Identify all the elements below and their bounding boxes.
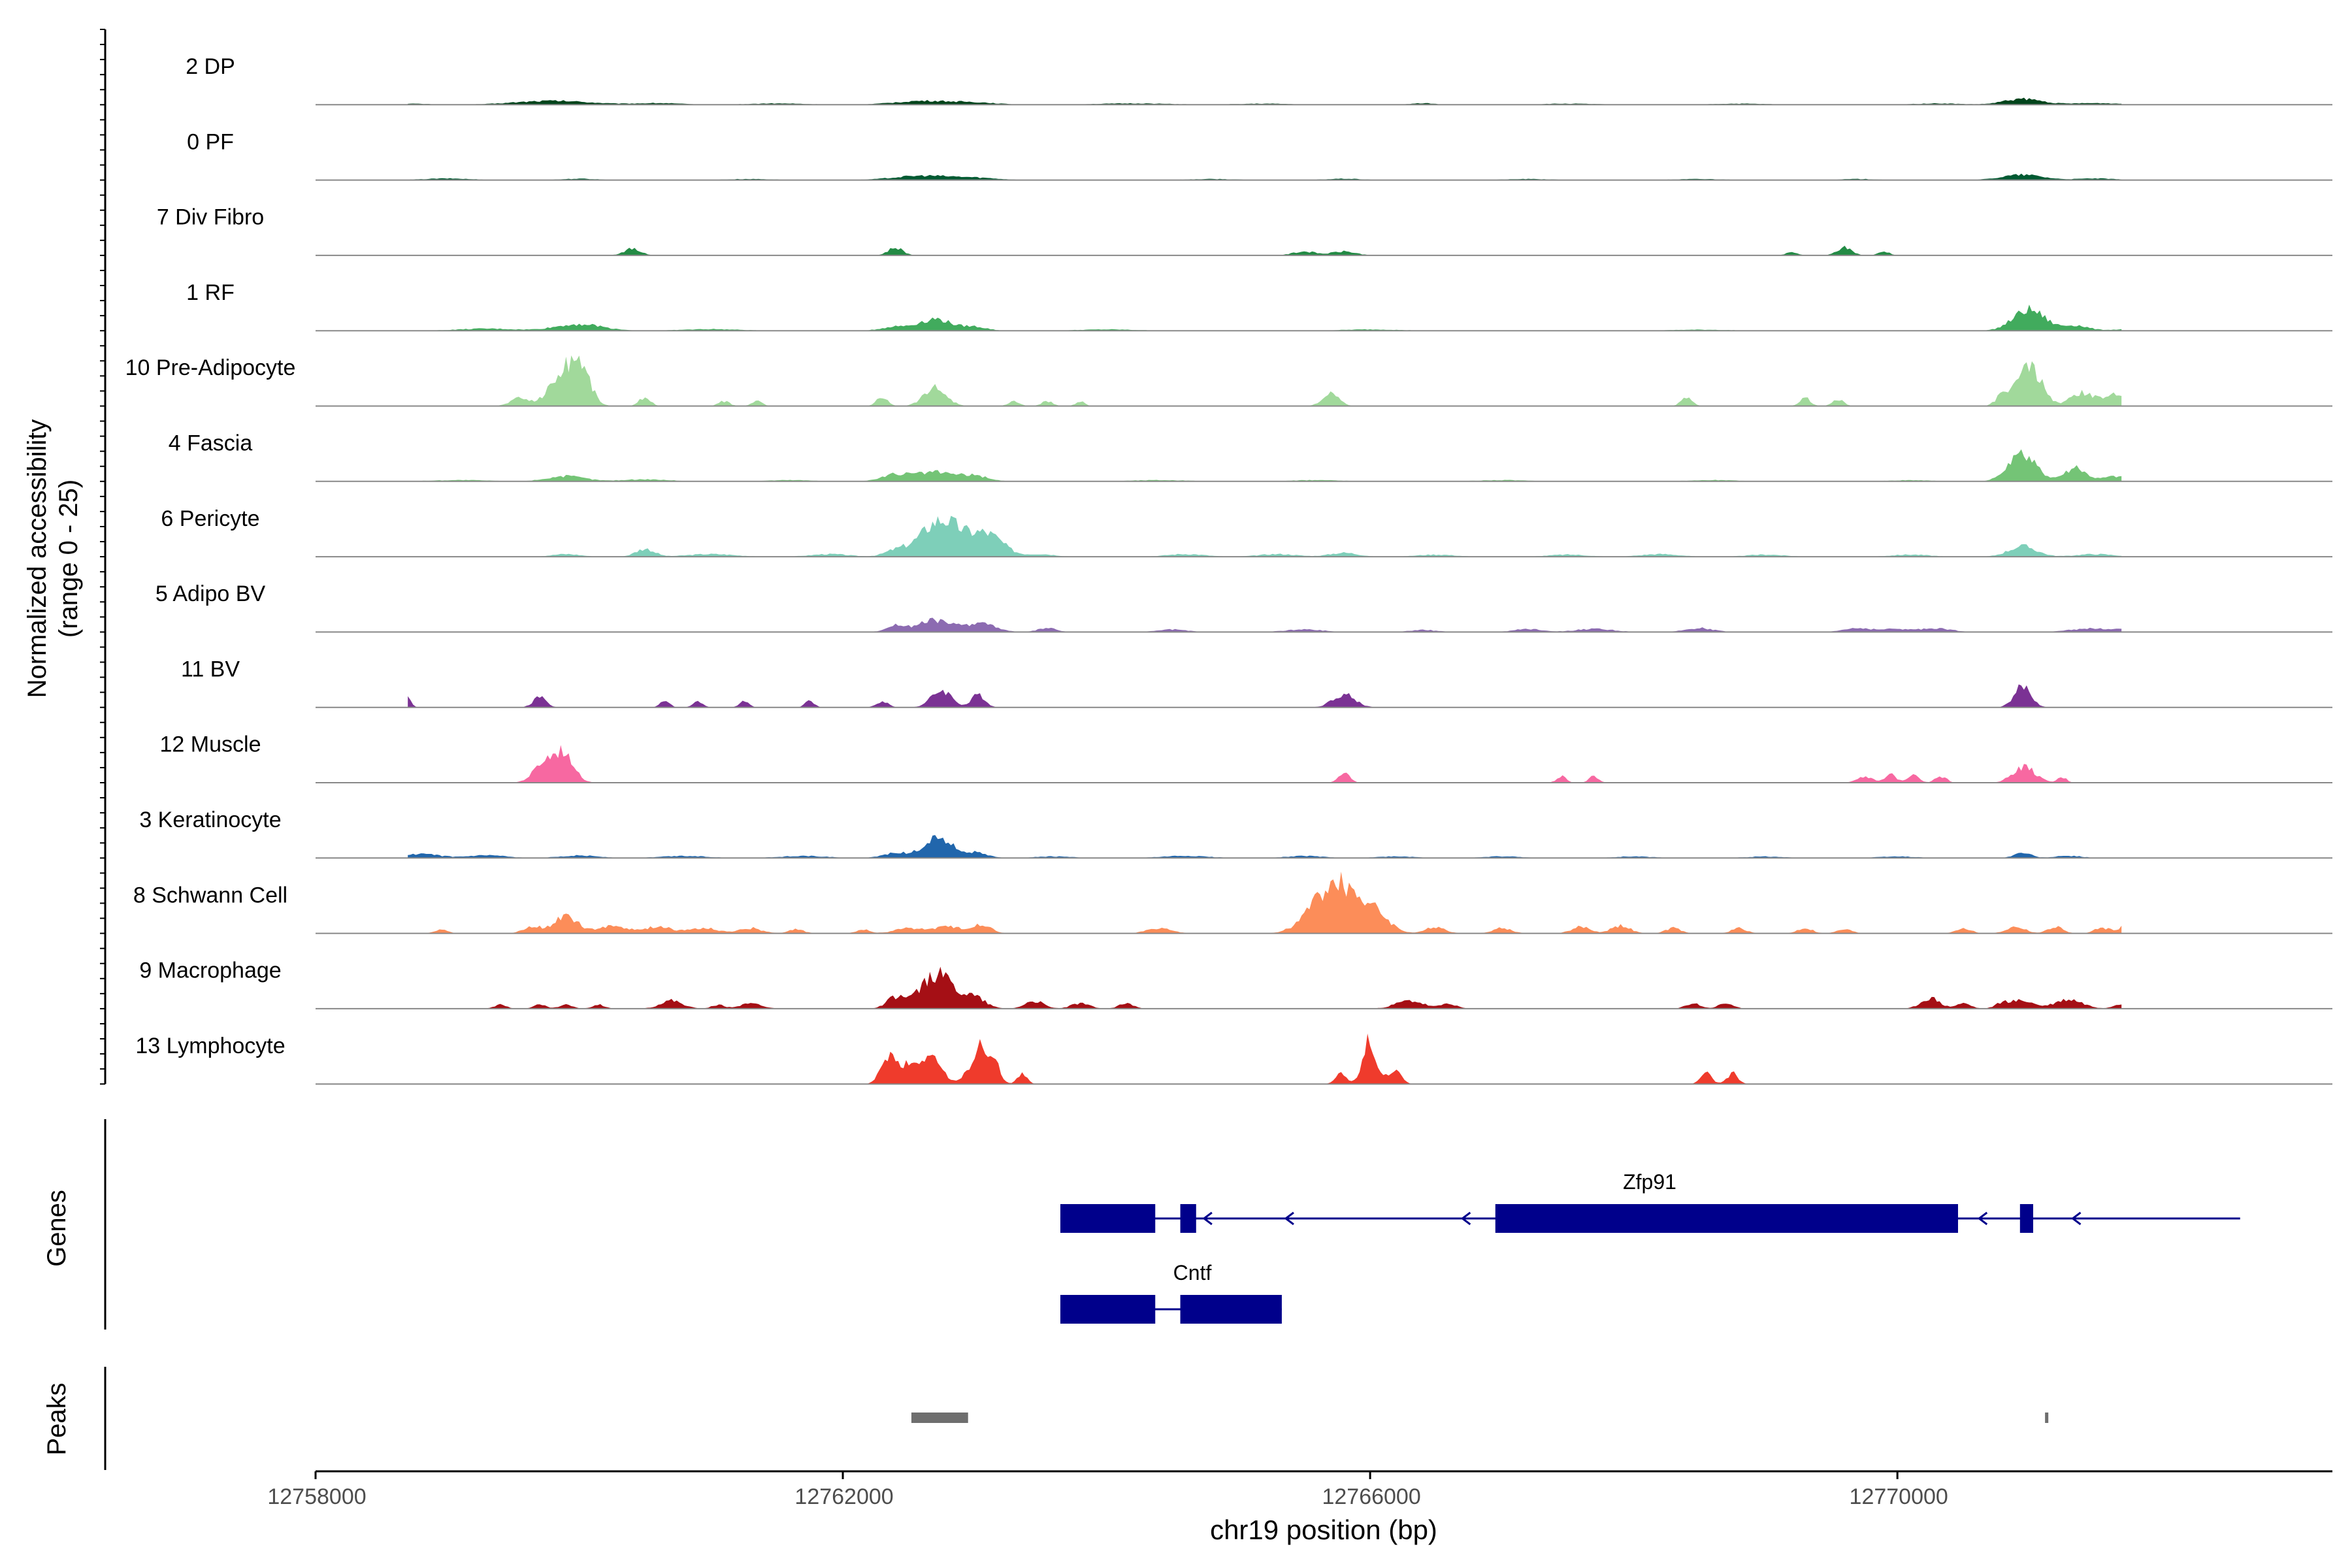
gene-label: Cntf xyxy=(1173,1261,1212,1284)
track-label: 1 RF xyxy=(186,280,235,305)
x-tick-label: 12770000 xyxy=(1850,1484,1948,1509)
track-1: 2 DP xyxy=(186,54,2332,106)
track-7: 6 Pericyte xyxy=(161,506,2332,558)
gene-label: Zfp91 xyxy=(1623,1170,1676,1194)
x-axis: 12758000 12762000 12766000 12770000 xyxy=(267,1470,2332,1509)
coverage-area xyxy=(408,684,2122,708)
track-label: 13 Lymphocyte xyxy=(135,1034,285,1058)
track-2: 0 PF xyxy=(187,129,2332,181)
peaks-axis-title: Peaks xyxy=(42,1382,71,1455)
coverage-area xyxy=(408,966,2122,1009)
track-label: 9 Macrophage xyxy=(139,958,281,983)
track-label: 2 DP xyxy=(186,54,235,79)
gene-exon xyxy=(1180,1204,1196,1233)
y-axis-title-line2: (range 0 - 25) xyxy=(54,480,83,638)
gene-exon xyxy=(1060,1204,1156,1233)
y-axis-title-line1: Normalized accessibility xyxy=(23,419,52,698)
coverage-area xyxy=(408,97,2122,105)
strand-arrow xyxy=(1460,1211,1471,1226)
coverage-area xyxy=(408,1034,2122,1085)
track-label: 11 BV xyxy=(181,657,240,681)
coverage-area xyxy=(408,745,2122,783)
track-label: 0 PF xyxy=(187,129,234,154)
coverage-area xyxy=(408,246,2122,255)
coverage-area xyxy=(408,355,2122,406)
peak-region xyxy=(2045,1413,2049,1423)
gene-zfp91: Zfp91 xyxy=(1060,1170,2240,1233)
coverage-area xyxy=(408,515,2122,557)
strand-arrow xyxy=(1284,1211,1294,1226)
coverage-area xyxy=(408,173,2122,180)
track-label: 10 Pre-Adipocyte xyxy=(125,355,296,380)
strand-arrow xyxy=(2071,1211,2082,1226)
track-label: 3 Keratinocyte xyxy=(139,808,281,832)
coverage-tracks: 2 DP 0 PF 7 Div Fibro 1 RF 10 Pre-Adipocyte 4… xyxy=(125,54,2332,1085)
coverage-area xyxy=(408,872,2122,934)
coverage-area xyxy=(408,304,2122,331)
track-6: 4 Fascia xyxy=(169,431,2332,482)
track-label: 8 Schwann Cell xyxy=(133,883,287,907)
y-axis xyxy=(100,29,106,1085)
track-13: 9 Macrophage xyxy=(139,958,2332,1009)
coverage-area xyxy=(408,449,2122,482)
gene-exon xyxy=(1060,1295,1156,1324)
track-label: 6 Pericyte xyxy=(161,506,259,531)
track-10: 12 Muscle xyxy=(160,732,2332,783)
genes-panel: Zfp91 Cntf xyxy=(104,1119,2240,1330)
gene-exon xyxy=(1495,1204,1958,1233)
gene-cntf: Cntf xyxy=(1060,1261,1282,1324)
coverage-area xyxy=(408,835,2122,858)
x-axis-title: chr19 position (bp) xyxy=(1210,1514,1437,1545)
strand-arrow xyxy=(1977,1211,1988,1226)
track-label: 5 Adipo BV xyxy=(155,581,266,606)
gene-exon xyxy=(2019,1204,2033,1233)
track-11: 3 Keratinocyte xyxy=(139,808,2332,859)
peak-region xyxy=(911,1413,968,1423)
track-12: 8 Schwann Cell xyxy=(133,872,2332,934)
track-label: 12 Muscle xyxy=(160,732,261,757)
track-9: 11 BV xyxy=(181,657,2332,708)
track-8: 5 Adipo BV xyxy=(155,581,2332,633)
gene-exon xyxy=(1180,1295,1282,1324)
peaks-panel xyxy=(104,1367,2049,1470)
coverage-area xyxy=(408,617,2122,632)
genes-axis-title: Genes xyxy=(42,1190,71,1267)
track-5: 10 Pre-Adipocyte xyxy=(125,355,2332,407)
track-label: 4 Fascia xyxy=(169,431,253,456)
track-14: 13 Lymphocyte xyxy=(135,1034,2332,1085)
track-label: 7 Div Fibro xyxy=(157,205,264,230)
x-tick-label: 12762000 xyxy=(794,1484,893,1509)
track-3: 7 Div Fibro xyxy=(157,205,2332,256)
x-tick-label: 12766000 xyxy=(1322,1484,1420,1509)
track-4: 1 RF xyxy=(186,280,2332,332)
x-tick-label: 12758000 xyxy=(267,1484,366,1509)
strand-arrow xyxy=(1202,1211,1213,1226)
